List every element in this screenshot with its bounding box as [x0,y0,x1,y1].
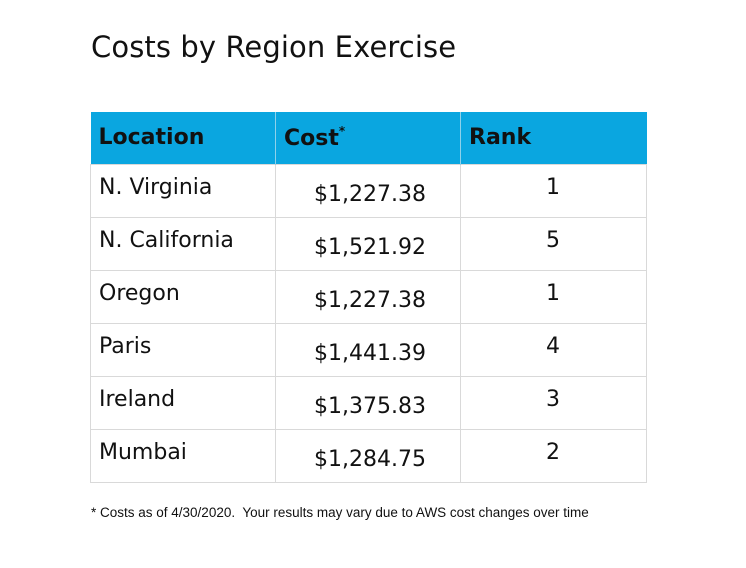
table-row: Oregon $1,227.38 1 [90,269,647,324]
table-header-row: Location Cost* Rank [90,112,647,164]
location-cell: Oregon [90,269,276,324]
footnote: * Costs as of 4/30/2020. Your results ma… [91,505,589,520]
cost-cell: $1,227.38 [275,269,461,324]
costs-table: Location Cost* Rank N. Virginia $1,227.3… [90,112,647,483]
page-title: Costs by Region Exercise [91,30,457,64]
table-row: Ireland $1,375.83 3 [90,375,647,430]
table-row: N. Virginia $1,227.38 1 [90,163,647,218]
column-header-cost: Cost* [275,112,461,164]
column-header-cost-label: Cost [284,126,339,152]
cost-cell: $1,441.39 [275,322,461,377]
cost-footnote-marker: * [338,124,346,139]
cost-cell: $1,521.92 [275,216,461,271]
table-row: Paris $1,441.39 4 [90,322,647,377]
rank-cell: 4 [460,322,647,377]
location-cell: Mumbai [90,428,276,483]
rank-cell: 1 [460,163,647,218]
table-row: Mumbai $1,284.75 2 [90,428,647,483]
rank-cell: 3 [460,375,647,430]
location-cell: Ireland [90,375,276,430]
table-row: N. California $1,521.92 5 [90,216,647,271]
location-cell: Paris [90,322,276,377]
cost-cell: $1,375.83 [275,375,461,430]
rank-cell: 5 [460,216,647,271]
cost-cell: $1,227.38 [275,163,461,218]
location-cell: N. Virginia [90,163,276,218]
column-header-location: Location [90,112,276,164]
location-cell: N. California [90,216,276,271]
cost-cell: $1,284.75 [275,428,461,483]
column-header-rank: Rank [460,112,647,164]
rank-cell: 1 [460,269,647,324]
rank-cell: 2 [460,428,647,483]
